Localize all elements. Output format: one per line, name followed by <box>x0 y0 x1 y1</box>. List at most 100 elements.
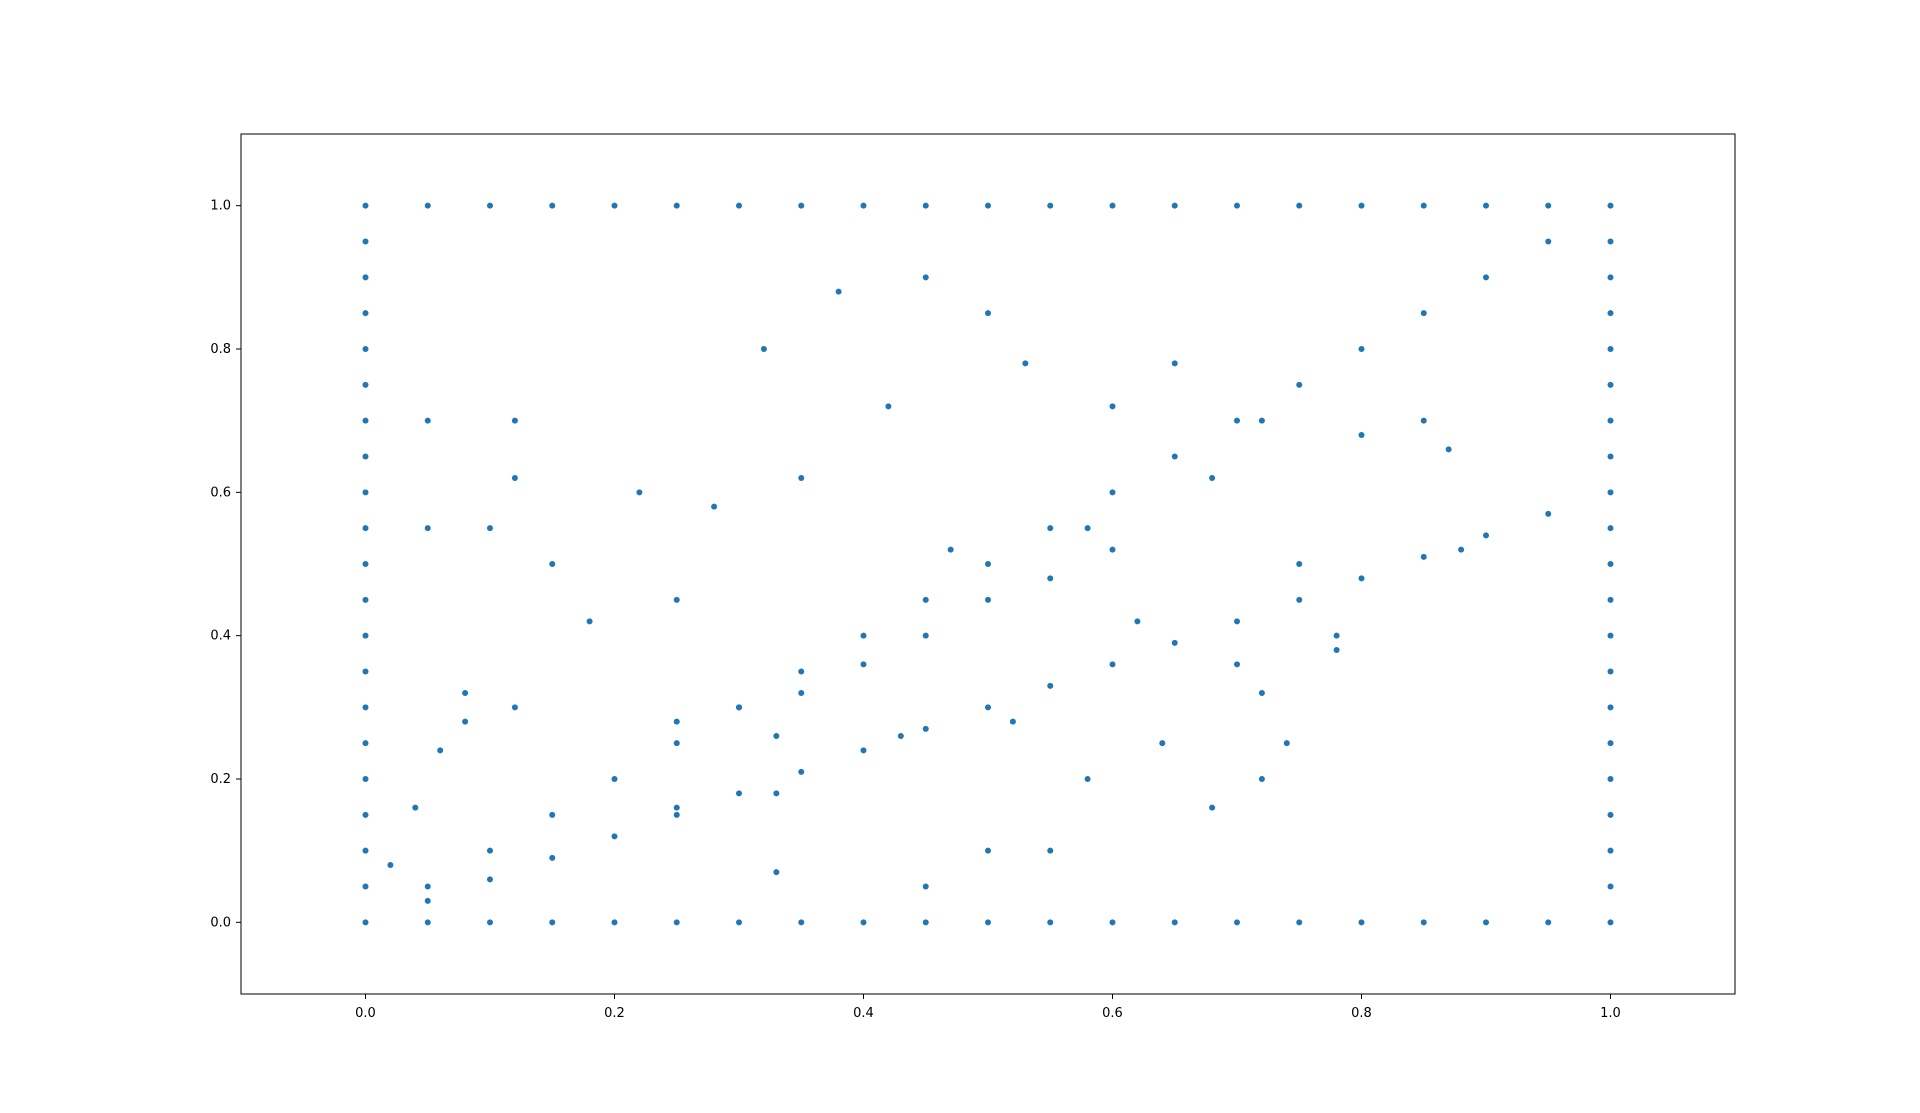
scatter-point <box>1258 776 1265 782</box>
scatter-point <box>424 202 431 209</box>
x-tick-label: 0.2 <box>604 1006 625 1021</box>
scatter-point <box>1607 596 1614 603</box>
scatter-point <box>1607 238 1614 245</box>
x-tick-label: 1.0 <box>1600 1006 1621 1021</box>
scatter-point <box>611 202 618 209</box>
scatter-point <box>362 417 369 424</box>
scatter-point <box>1234 202 1240 209</box>
scatter-point <box>922 883 929 890</box>
scatter-point <box>736 919 742 926</box>
scatter-point <box>736 704 742 711</box>
scatter-point <box>1296 202 1303 209</box>
scatter-point <box>1333 632 1340 639</box>
scatter-point <box>1358 575 1365 582</box>
scatter-point <box>424 525 431 532</box>
scatter-point <box>1009 718 1016 725</box>
scatter-point <box>1607 847 1614 854</box>
scatter-point <box>1607 919 1614 926</box>
scatter-point <box>1109 546 1116 553</box>
scatter-point <box>362 346 369 352</box>
scatter-point <box>1607 632 1614 639</box>
scatter-point <box>1296 561 1303 567</box>
scatter-point <box>549 811 556 818</box>
scatter-points <box>362 202 1614 926</box>
scatter-point <box>1109 202 1116 209</box>
scatter-point <box>1109 919 1116 926</box>
scatter-point <box>1171 202 1178 209</box>
scatter-point <box>760 346 767 352</box>
scatter-point <box>1109 661 1116 668</box>
scatter-point <box>1358 346 1365 352</box>
scatter-point <box>1545 510 1552 517</box>
scatter-point <box>1607 274 1614 281</box>
scatter-point <box>487 919 493 926</box>
scatter-point <box>412 804 419 811</box>
y-axis-ticks: 0.0 0.2 0.4 0.6 0.8 1.0 <box>210 199 241 930</box>
scatter-point <box>798 919 805 926</box>
scatter-point <box>362 202 369 209</box>
scatter-point <box>1234 919 1240 926</box>
scatter-point <box>549 202 556 209</box>
scatter-point <box>362 561 369 567</box>
scatter-point <box>1607 453 1614 460</box>
scatter-point <box>1296 381 1303 388</box>
scatter-point <box>1607 776 1614 782</box>
scatter-point <box>773 733 780 739</box>
scatter-point <box>922 202 929 209</box>
scatter-point <box>1047 919 1054 926</box>
scatter-point <box>1607 525 1614 532</box>
scatter-point <box>1545 238 1552 245</box>
scatter-point <box>922 725 929 732</box>
scatter-point <box>437 747 444 754</box>
scatter-point <box>1171 639 1178 646</box>
plot-frame <box>240 133 1736 995</box>
scatter-point <box>1234 661 1240 668</box>
scatter-point <box>1234 618 1240 625</box>
scatter-point <box>611 919 618 926</box>
y-tick-label: 0.0 <box>210 915 231 930</box>
scatter-point <box>362 596 369 603</box>
scatter-point <box>922 919 929 926</box>
scatter-point <box>985 596 991 603</box>
scatter-point <box>462 690 469 696</box>
scatter-point <box>947 546 954 553</box>
scatter-point <box>1607 489 1614 496</box>
scatter-point <box>835 288 842 295</box>
scatter-point <box>549 561 556 567</box>
scatter-point <box>511 417 518 424</box>
scatter-point <box>424 883 431 890</box>
scatter-point <box>1607 202 1614 209</box>
x-tick-label: 0.6 <box>1102 1006 1123 1021</box>
scatter-point <box>1209 475 1216 481</box>
scatter-point <box>922 274 929 281</box>
scatter-point <box>362 310 369 317</box>
scatter-point <box>362 381 369 388</box>
scatter-point <box>673 740 680 747</box>
scatter-point <box>549 919 556 926</box>
scatter-point <box>922 632 929 639</box>
scatter-point <box>362 668 369 675</box>
scatter-point <box>1171 919 1178 926</box>
scatter-point <box>1420 417 1427 424</box>
scatter-point <box>511 704 518 711</box>
scatter-point <box>1047 682 1054 689</box>
scatter-point <box>860 661 867 668</box>
scatter-point <box>673 202 680 209</box>
scatter-point <box>362 453 369 460</box>
scatter-point <box>387 862 394 868</box>
scatter-point <box>798 668 805 675</box>
scatter-point <box>487 525 493 532</box>
scatter-point <box>1258 417 1265 424</box>
y-tick-label: 0.8 <box>210 342 231 357</box>
scatter-point <box>897 733 904 739</box>
x-tick-label: 0.0 <box>355 1006 376 1021</box>
scatter-point <box>1607 561 1614 567</box>
scatter-point <box>1084 776 1091 782</box>
y-tick-label: 0.6 <box>210 485 231 500</box>
scatter-point <box>424 417 431 424</box>
scatter-point <box>487 202 493 209</box>
scatter-point <box>1358 202 1365 209</box>
scatter-point <box>798 768 805 775</box>
scatter-point <box>362 704 369 711</box>
